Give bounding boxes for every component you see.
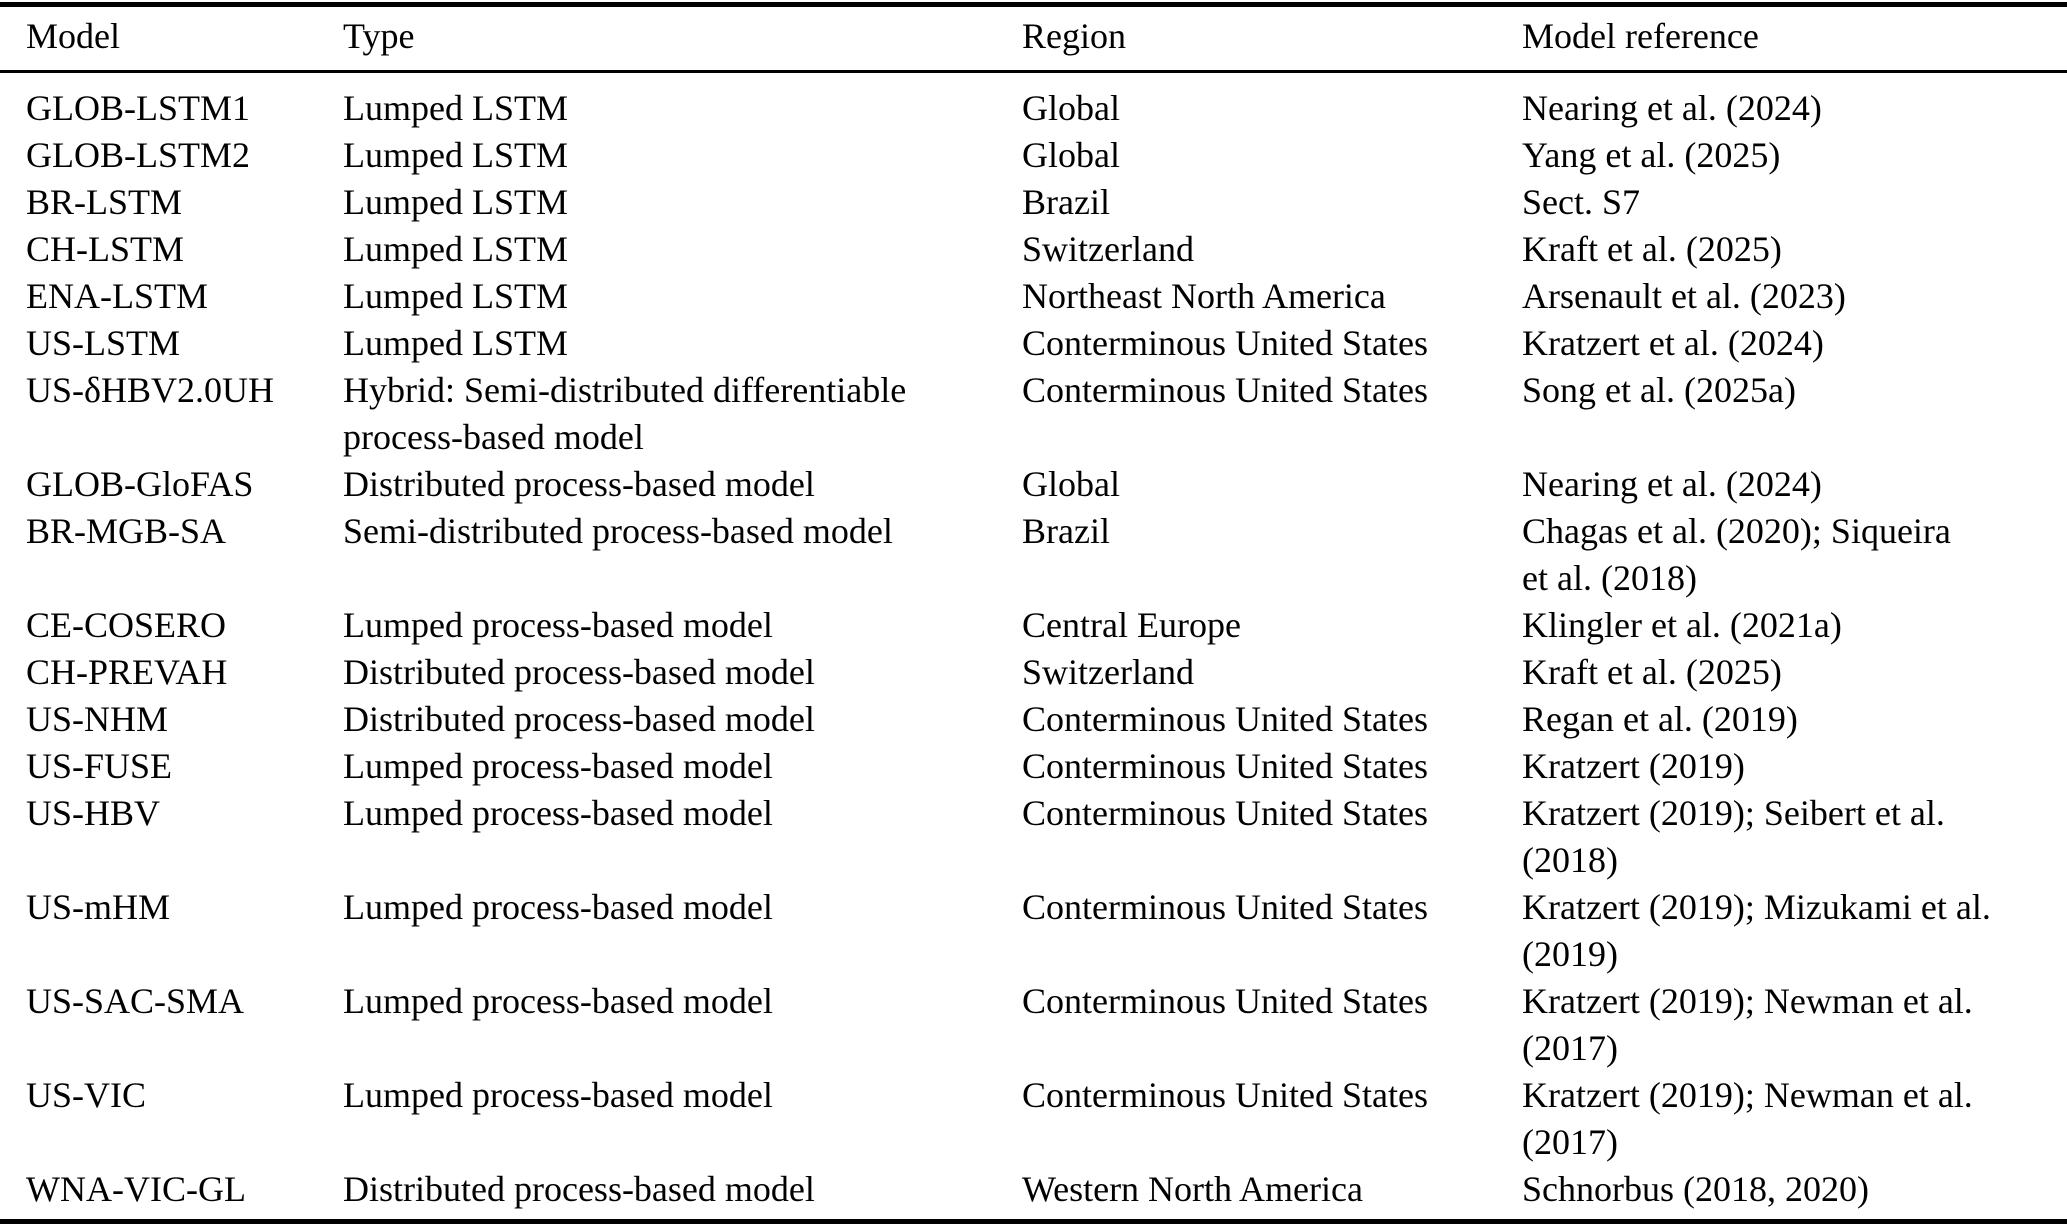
cell-type: Distributed process-based model — [343, 699, 815, 739]
cell-model: GLOB-GloFAS — [26, 464, 254, 504]
table-row: CE-COSERO Lumped process-based model Cen… — [0, 602, 2067, 649]
cell-region: Central Europe — [1022, 605, 1241, 645]
cell-reference: Kratzert (2019); Newman et al. (2017) — [1522, 981, 1973, 1068]
table-row: US-LSTM Lumped LSTM Conterminous United … — [0, 320, 2067, 367]
table-body: GLOB-LSTM1 Lumped LSTM Global Nearing et… — [0, 72, 2067, 1222]
cell-region: Switzerland — [1022, 229, 1194, 269]
cell-region: Conterminous United States — [1022, 793, 1428, 833]
cell-model: BR-MGB-SA — [26, 511, 227, 551]
cell-type: Lumped process-based model — [343, 981, 773, 1021]
cell-region: Brazil — [1022, 511, 1110, 551]
table-row: GLOB-LSTM2 Lumped LSTM Global Yang et al… — [0, 132, 2067, 179]
cell-type: Lumped LSTM — [343, 135, 568, 175]
cell-type: Lumped LSTM — [343, 276, 568, 316]
cell-model: ENA-LSTM — [26, 276, 208, 316]
table-row: ENA-LSTM Lumped LSTM Northeast North Ame… — [0, 273, 2067, 320]
column-header-region: Region — [1022, 4, 1522, 73]
cell-type: Semi-distributed process-based model — [343, 511, 893, 551]
cell-type: Hybrid: Semi-distributed differentiable … — [343, 370, 907, 457]
table-row: WNA-VIC-GL Distributed process-based mod… — [0, 1166, 2067, 1222]
cell-region: Conterminous United States — [1022, 746, 1428, 786]
cell-reference: Schnorbus (2018, 2020) — [1522, 1169, 1869, 1209]
table-row: BR-MGB-SA Semi-distributed process-based… — [0, 508, 2067, 602]
cell-reference: Kraft et al. (2025) — [1522, 652, 1782, 692]
table-row: GLOB-GloFAS Distributed process-based mo… — [0, 461, 2067, 508]
cell-reference: Kratzert (2019); Mizukami et al. (2019) — [1522, 887, 1991, 974]
table-row: GLOB-LSTM1 Lumped LSTM Global Nearing et… — [0, 72, 2067, 133]
cell-model: US-mHM — [26, 887, 171, 927]
column-header-reference: Model reference — [1522, 4, 2067, 73]
cell-reference: Kratzert (2019) — [1522, 746, 1745, 786]
cell-region: Northeast North America — [1022, 276, 1386, 316]
header-row: Model Type Region Model reference — [0, 4, 2067, 73]
cell-reference: Kratzert et al. (2024) — [1522, 323, 1824, 363]
cell-model: CE-COSERO — [26, 605, 227, 645]
cell-type: Lumped LSTM — [343, 88, 568, 128]
cell-reference: Yang et al. (2025) — [1522, 135, 1781, 175]
cell-type: Distributed process-based model — [343, 652, 815, 692]
cell-reference: Chagas et al. (2020); Siqueira et al. (2… — [1522, 511, 1951, 598]
table-row: US-SAC-SMA Lumped process-based model Co… — [0, 978, 2067, 1072]
cell-region: Switzerland — [1022, 652, 1194, 692]
cell-reference: Sect. S7 — [1522, 182, 1641, 222]
cell-model: CH-LSTM — [26, 229, 185, 269]
table-row: CH-PREVAH Distributed process-based mode… — [0, 649, 2067, 696]
cell-model: US-FUSE — [26, 746, 173, 786]
table-row: US-mHM Lumped process-based model Conter… — [0, 884, 2067, 978]
cell-model: US-HBV — [26, 793, 161, 833]
cell-model: GLOB-LSTM1 — [26, 88, 250, 128]
cell-type: Lumped process-based model — [343, 605, 773, 645]
cell-type: Lumped process-based model — [343, 793, 773, 833]
cell-region: Conterminous United States — [1022, 323, 1428, 363]
table-row: US-NHM Distributed process-based model C… — [0, 696, 2067, 743]
cell-region: Conterminous United States — [1022, 370, 1428, 410]
cell-type: Lumped process-based model — [343, 746, 773, 786]
cell-model: US-LSTM — [26, 323, 181, 363]
cell-region: Conterminous United States — [1022, 699, 1428, 739]
cell-reference: Kratzert (2019); Newman et al. (2017) — [1522, 1075, 1973, 1162]
cell-model: US-NHM — [26, 699, 169, 739]
cell-model: GLOB-LSTM2 — [26, 135, 250, 175]
cell-region: Conterminous United States — [1022, 1075, 1428, 1115]
cell-model: US-SAC-SMA — [26, 981, 245, 1021]
cell-reference: Song et al. (2025a) — [1522, 370, 1796, 410]
cell-type: Lumped LSTM — [343, 182, 568, 222]
column-header-type: Type — [343, 4, 1022, 73]
cell-model: CH-PREVAH — [26, 652, 228, 692]
table-row: US-δHBV2.0UH Hybrid: Semi-distributed di… — [0, 367, 2067, 461]
cell-type: Distributed process-based model — [343, 1169, 815, 1209]
cell-type: Lumped process-based model — [343, 1075, 773, 1115]
cell-type: Lumped LSTM — [343, 323, 568, 363]
table-row: US-FUSE Lumped process-based model Conte… — [0, 743, 2067, 790]
cell-reference: Klingler et al. (2021a) — [1522, 605, 1842, 645]
cell-type: Distributed process-based model — [343, 464, 815, 504]
cell-reference: Kratzert (2019); Seibert et al. (2018) — [1522, 793, 1945, 880]
table-row: CH-LSTM Lumped LSTM Switzerland Kraft et… — [0, 226, 2067, 273]
cell-type: Lumped process-based model — [343, 887, 773, 927]
cell-model: US-VIC — [26, 1075, 147, 1115]
cell-reference: Arsenault et al. (2023) — [1522, 276, 1846, 316]
table-row: BR-LSTM Lumped LSTM Brazil Sect. S7 — [0, 179, 2067, 226]
cell-model: US-δHBV2.0UH — [26, 370, 274, 410]
cell-region: Western North America — [1022, 1169, 1363, 1209]
cell-model: WNA-VIC-GL — [26, 1169, 246, 1209]
cell-model: BR-LSTM — [26, 182, 183, 222]
cell-region: Global — [1022, 464, 1120, 504]
cell-region: Global — [1022, 135, 1120, 175]
cell-region: Conterminous United States — [1022, 887, 1428, 927]
cell-reference: Nearing et al. (2024) — [1522, 464, 1822, 504]
cell-region: Conterminous United States — [1022, 981, 1428, 1021]
cell-reference: Nearing et al. (2024) — [1522, 88, 1822, 128]
cell-region: Brazil — [1022, 182, 1110, 222]
table-row: US-VIC Lumped process-based model Conter… — [0, 1072, 2067, 1166]
cell-reference: Regan et al. (2019) — [1522, 699, 1798, 739]
cell-type: Lumped LSTM — [343, 229, 568, 269]
cell-reference: Kraft et al. (2025) — [1522, 229, 1782, 269]
cell-region: Global — [1022, 88, 1120, 128]
column-header-model: Model — [0, 4, 343, 73]
table-row: US-HBV Lumped process-based model Conter… — [0, 790, 2067, 884]
